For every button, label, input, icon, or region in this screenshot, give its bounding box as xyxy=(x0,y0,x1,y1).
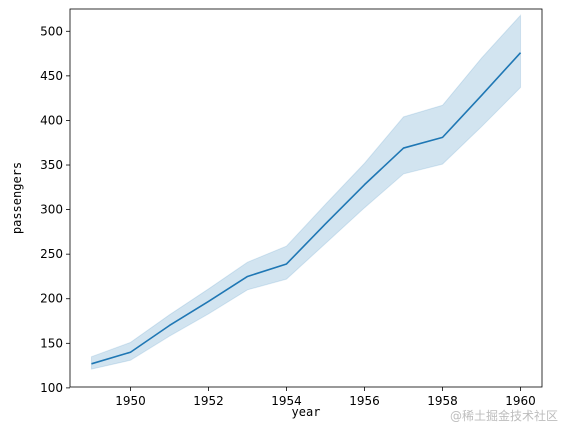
y-tick-label: 300 xyxy=(40,203,63,217)
y-axis-label: passengers xyxy=(10,162,24,234)
x-tick-label: 1958 xyxy=(427,394,458,408)
y-tick-label: 150 xyxy=(40,336,63,350)
y-tick-label: 350 xyxy=(40,158,63,172)
y-tick-label: 400 xyxy=(40,113,63,127)
x-tick-label: 1956 xyxy=(349,394,380,408)
y-tick-label: 200 xyxy=(40,292,63,306)
y-tick-label: 100 xyxy=(40,381,63,395)
x-axis-label: year xyxy=(292,405,321,419)
axes-frame xyxy=(69,8,543,388)
watermark: @稀土掘金技术社区 xyxy=(450,408,558,423)
x-tick-label: 1954 xyxy=(271,394,302,408)
plot-area xyxy=(90,13,522,370)
y-tick-label: 450 xyxy=(40,69,63,83)
confidence-band xyxy=(90,13,522,370)
x-tick-label: 1950 xyxy=(115,394,146,408)
x-tick-label: 1960 xyxy=(505,394,536,408)
y-axis: 100 150 200 250 300 350 400 450 500 xyxy=(40,24,70,395)
y-tick-label: 250 xyxy=(40,247,63,261)
series-line xyxy=(91,52,522,365)
y-tick-label: 500 xyxy=(40,24,63,38)
x-tick-label: 1952 xyxy=(193,394,224,408)
x-axis: 1950 1952 1954 1956 1958 1960 xyxy=(115,387,536,408)
